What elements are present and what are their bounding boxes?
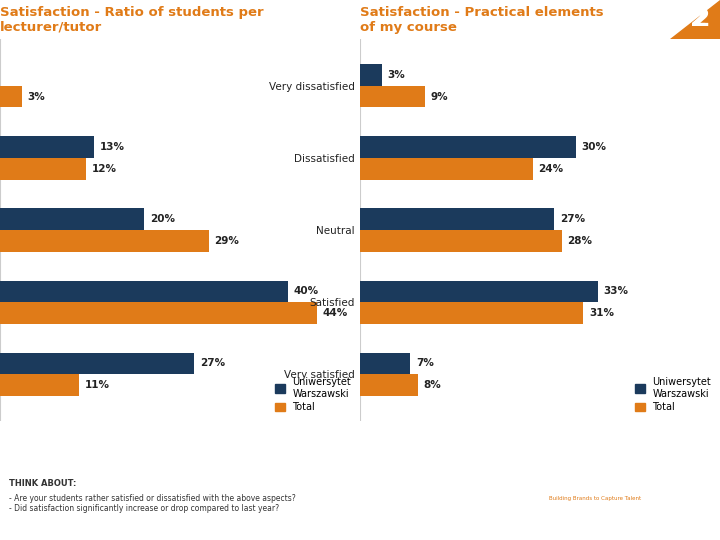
Text: Satisfaction - Practical elements
of my course: Satisfaction - Practical elements of my … [360, 5, 603, 33]
Polygon shape [670, 0, 720, 39]
Text: 30%: 30% [582, 142, 607, 152]
Text: 9%: 9% [431, 92, 448, 102]
Text: 7%: 7% [416, 359, 434, 368]
Text: 8%: 8% [423, 380, 441, 390]
Text: THINK ABOUT:: THINK ABOUT: [9, 479, 77, 488]
Bar [0, 230, 209, 252]
Legend: Uniwersytet
Warszawski, Total: Uniwersytet Warszawski, Total [631, 373, 715, 416]
Bar [0, 374, 79, 396]
Bar [360, 86, 425, 107]
Bar [360, 353, 410, 374]
Bar [360, 158, 533, 179]
Text: 12%: 12% [92, 164, 117, 174]
Bar [360, 302, 583, 324]
Text: 22: 22 [691, 435, 709, 448]
Text: 27%: 27% [200, 359, 225, 368]
Text: 28%: 28% [567, 236, 593, 246]
Bar [0, 302, 317, 324]
Text: - Are your students rather satisfied or dissatisfied with the above aspects?
- D: - Are your students rather satisfied or … [9, 494, 296, 513]
Bar [0, 86, 22, 107]
Bar [360, 208, 554, 230]
Bar [0, 136, 94, 158]
Text: How satisfied or dissatisfied are you with your study environment regarding the : How satisfied or dissatisfied are you wi… [9, 440, 384, 460]
Bar [360, 64, 382, 86]
Text: 2: 2 [693, 8, 711, 31]
Bar [360, 281, 598, 302]
Text: SURVEY QUESTIONS:: SURVEY QUESTIONS: [9, 426, 107, 435]
Text: 3%: 3% [387, 70, 405, 80]
Text: 33%: 33% [603, 286, 629, 296]
Text: 2: 2 [690, 8, 707, 31]
Bar [360, 230, 562, 252]
Legend: Uniwersytet
Warszawski, Total: Uniwersytet Warszawski, Total [271, 373, 355, 416]
Text: 11%: 11% [85, 380, 110, 390]
Text: 31%: 31% [589, 308, 614, 318]
Text: 29%: 29% [215, 236, 240, 246]
Bar [0, 281, 288, 302]
Bar [360, 136, 576, 158]
Text: 27%: 27% [560, 214, 585, 224]
Text: 13%: 13% [99, 142, 125, 152]
Bar [0, 158, 86, 179]
Text: 3%: 3% [27, 92, 45, 102]
Text: 24%: 24% [539, 164, 564, 174]
Text: 20%: 20% [150, 214, 175, 224]
Bar [360, 374, 418, 396]
Bar [0, 353, 194, 374]
Bar [0, 208, 144, 230]
Text: 40%: 40% [294, 286, 319, 296]
Text: UNIVERSUM: UNIVERSUM [548, 460, 642, 474]
Text: 44%: 44% [323, 308, 348, 318]
Text: Building Brands to Capture Talent: Building Brands to Capture Talent [549, 496, 641, 501]
Text: Satisfaction - Ratio of students per
lecturer/tutor: Satisfaction - Ratio of students per lec… [0, 5, 264, 33]
